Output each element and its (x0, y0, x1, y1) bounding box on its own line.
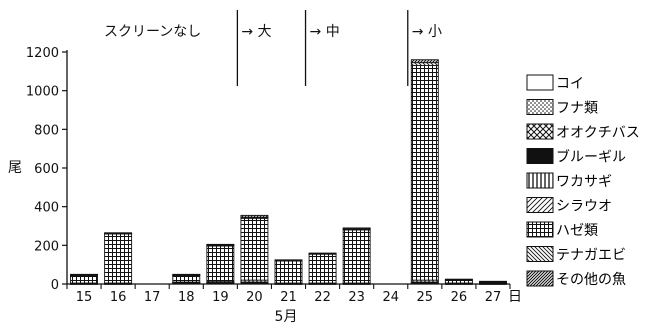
annotation-label: スクリーンなし (104, 24, 201, 40)
bar-segment (274, 260, 303, 284)
bar-group-21 (274, 259, 303, 285)
bar-segment (308, 253, 337, 284)
x-tick-label: 24 (382, 290, 399, 305)
legend-label: テナガエビ (556, 248, 626, 264)
bar-segment (479, 280, 507, 283)
annotation-label: → 大 (241, 24, 271, 40)
legend-swatch (526, 197, 554, 213)
bar-segment (104, 233, 133, 284)
bar-segment (410, 59, 439, 64)
bar-segment (206, 245, 235, 283)
x-tick-label: 23 (348, 290, 365, 305)
y-tick-label: 0 (51, 278, 59, 293)
y-tick-label: 1000 (26, 85, 59, 100)
legend-swatch (526, 148, 554, 164)
legend-swatch (526, 123, 554, 140)
bar-group-25 (410, 59, 439, 285)
x-axis: 15 16 17 18 19 20 21 22 23 24 25 26 27 (66, 283, 511, 305)
legend-label: ブルーギル (556, 149, 626, 166)
bar-group-18 (172, 273, 201, 285)
x-axis-label: 5月 (275, 309, 298, 325)
annotation-label: → 中 (310, 24, 340, 40)
x-tick-label: 15 (76, 290, 93, 305)
bar-group-15 (70, 273, 98, 285)
bar-segment (240, 214, 269, 218)
y-tick-label: 1200 (26, 46, 59, 61)
x-tick-label: 26 (451, 290, 468, 305)
bar-group-22 (308, 252, 337, 285)
bar-segment (70, 273, 98, 276)
bar-segment (172, 274, 201, 283)
x-tick-label: 25 (417, 290, 434, 305)
y-tick-label: 200 (34, 239, 59, 254)
legend-swatch (526, 74, 554, 91)
bar-segment (342, 229, 371, 284)
legend-label: ハゼ類 (556, 223, 598, 239)
x-tick-label: 21 (280, 290, 297, 305)
bar-group-23 (342, 227, 371, 285)
x-axis-unit: 日 (508, 289, 522, 305)
bar-segment (240, 217, 269, 281)
legend-label: オオクチバス (556, 125, 640, 141)
x-tick-label: 20 (246, 290, 263, 305)
legend-label: その他の魚 (556, 272, 626, 288)
screen-annotations: スクリーンなし → 大 → 中 → 小 (104, 10, 442, 86)
y-axis-label: 尾 (8, 160, 22, 176)
y-axis: 0 200 400 600 800 1000 1200 (26, 46, 68, 293)
x-tick-label: 16 (110, 290, 127, 305)
legend-swatch (526, 246, 554, 262)
y-tick-label: 800 (34, 123, 59, 138)
bar-segment (70, 274, 98, 284)
y-tick-label: 600 (34, 162, 59, 177)
annotation-label: → 小 (412, 24, 442, 40)
bar-segment (172, 273, 201, 276)
legend-swatch (526, 99, 554, 115)
bar-group-20 (240, 214, 269, 285)
bar-group-19 (206, 243, 235, 285)
legend-swatch (526, 172, 554, 189)
bar-segment (444, 278, 473, 281)
x-tick-label: 27 (485, 290, 502, 305)
bar-segment (274, 259, 303, 262)
bar-segment (308, 252, 337, 255)
legend-label: シラウオ (556, 199, 612, 215)
x-tick-label: 19 (212, 290, 229, 305)
bar-segment (206, 243, 235, 246)
bar-segment (410, 65, 439, 281)
legend-label: ワカサギ (556, 174, 612, 190)
legend-label: フナ類 (556, 101, 598, 117)
legend-swatch (526, 270, 554, 287)
bar-segment (342, 227, 371, 230)
y-tick-label: 400 (34, 201, 59, 216)
legend-swatch (526, 221, 554, 238)
bar-group-16 (104, 232, 133, 285)
bar-segment (104, 232, 133, 235)
bars (70, 59, 507, 285)
x-tick-label: 17 (144, 290, 161, 305)
legend-label: コイ (556, 76, 584, 92)
x-tick-label: 18 (178, 290, 195, 305)
x-tick-label: 22 (314, 290, 331, 305)
